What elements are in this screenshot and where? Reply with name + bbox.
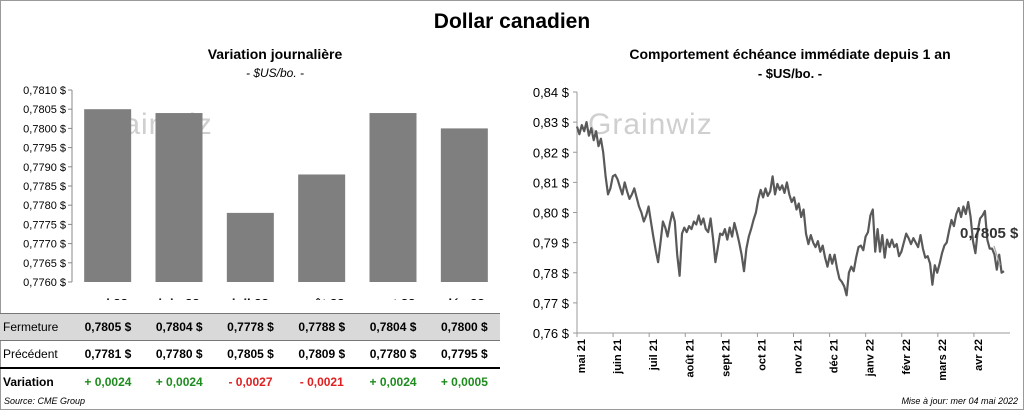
bar-y-tick-label: 0,7780 $ [23,200,66,212]
row-label: Variation [3,375,54,389]
bar [298,174,346,282]
line-x-tick-label: mars 22 [937,339,949,381]
bar-y-axis: 0,7760 $ 0,7765 $ 0,7770 $ 0,7775 $ 0,7780 $… [23,85,73,289]
row-label: Fermeture [0,313,73,341]
bar-y-tick-label: 0,7765 $ [23,258,66,270]
bar-x-tick-label: juil 22 [231,296,269,300]
source-note: Source: CME Group [4,396,86,406]
table-row-precedent: Précédent 0,7781 $ 0,7780 $ 0,7805 $ 0,7… [0,340,500,369]
table-cell: 0,7781 $ [72,340,144,369]
line-y-tick-label: 0,79 $ [533,236,570,251]
bar [84,109,132,282]
table-cell: 0,7780 $ [143,340,215,369]
bar [155,113,203,282]
line-y-tick-label: 0,77 $ [533,296,570,311]
bar [440,128,488,282]
bar-y-tick-label: 0,7785 $ [23,181,66,193]
line-x-tick-label: sept 21 [720,339,732,377]
variation-cell: - 0,0027 [228,375,273,389]
table-cell: 0,7804 $ [143,313,215,341]
bar-y-tick-label: 0,7775 $ [23,219,66,231]
line-x-tick-label: nov 21 [793,339,805,374]
line-y-tick-label: 0,78 $ [533,266,570,281]
bar-y-tick-label: 0,7790 $ [23,162,66,174]
line-y-tick-label: 0,83 $ [533,115,570,130]
bar-x-tick-label: déc 22 [444,296,484,300]
bar-y-tick-label: 0,7800 $ [23,123,66,135]
bar-y-tick-label: 0,7810 $ [23,85,66,97]
line-y-axis: 0,76 $ 0,77 $ 0,78 $ 0,79 $ 0,80 $ 0,81 $ 0,82… [533,85,578,341]
bar-y-tick-label: 0,7805 $ [23,104,66,116]
table-cell: 0,7809 $ [286,340,358,369]
bar-x-tick-label: juin 22 [157,296,199,300]
update-note: Mise à jour: mer 04 mai 2022 [901,396,1018,406]
line-x-tick-label: juil 21 [648,339,660,371]
line-x-tick-label: août 21 [684,339,696,378]
right-chart-title: Comportement échéance immédiate depuis 1… [629,46,951,62]
bar-x-axis: mai 22 juin 22 juil 22 août 22 sept 22 déc 22 [87,296,484,300]
summary-table: Fermeture 0,7805 $ 0,7804 $ 0,7778 $ 0,7… [0,313,500,395]
line-x-tick-label: déc 21 [829,339,841,373]
line-x-tick-label: avr 22 [973,339,985,371]
variation-cell: + 0,0024 [155,375,203,389]
line-x-tick-label: mai 21 [576,339,588,373]
bar-x-tick-label: mai 22 [87,296,127,300]
bar-y-tick-label: 0,7760 $ [23,277,66,289]
right-watermark: Grainwiz [588,108,713,141]
line-y-tick-label: 0,80 $ [533,206,570,221]
line-x-tick-label: févr 22 [901,339,913,374]
bar-x-tick-label: sept 22 [371,296,416,300]
left-chart-unit: - $US/bo. - [245,66,305,80]
left-chart-title: Variation journalière [207,46,343,62]
bar-y-tick-label: 0,7770 $ [23,239,66,251]
table-cell: 0,7780 $ [357,340,429,369]
bar-chart: 0,7760 $ 0,7765 $ 0,7770 $ 0,7775 $ 0,7780 $… [23,85,488,300]
variation-cell: + 0,0024 [84,375,132,389]
right-chart-unit: - $US/bo. - [757,66,823,81]
line-y-tick-label: 0,81 $ [533,175,570,190]
row-label: Précédent [0,340,73,369]
main-title: Dollar canadien [433,10,591,33]
table-cell: 0,7788 $ [286,313,358,341]
table-cell: 0,7778 $ [214,313,287,341]
table-cell: 0,7804 $ [357,313,429,341]
line-x-tick-label: oct 21 [756,339,768,371]
line-series [575,121,1005,297]
line-y-tick-label: 0,76 $ [533,326,570,341]
last-value-leader [993,245,1001,266]
bar-y-tick-label: 0,7795 $ [23,143,66,155]
variation-cell: + 0,0024 [369,375,417,389]
variation-cell: - 0,0021 [299,375,344,389]
table-row-variation: Variation + 0,0024 + 0,0024 - 0,0027 - 0… [0,368,500,395]
bar-x-tick-label: août 22 [299,296,345,300]
table-row-fermeture: Fermeture 0,7805 $ 0,7804 $ 0,7778 $ 0,7… [0,313,500,341]
line-x-tick-label: juin 21 [612,339,624,375]
line-y-tick-label: 0,82 $ [533,145,570,160]
table-cell: 0,7805 $ [214,340,287,369]
table-cell: 0,7800 $ [428,313,500,341]
variation-cell: + 0,0005 [440,375,488,389]
line-x-tick-label: janv 22 [865,339,877,377]
line-y-tick-label: 0,84 $ [533,85,570,100]
line-x-axis: mai 21 juin 21 juil 21 août 21 sept 21 oct 21… [576,332,1010,381]
bar [226,212,274,282]
line-chart: 0,76 $ 0,77 $ 0,78 $ 0,79 $ 0,80 $ 0,81 $ 0,82… [533,85,1019,381]
table-cell: 0,7795 $ [428,340,500,369]
table-cell: 0,7805 $ [72,313,144,341]
bar [369,113,417,282]
bar-series [84,109,488,282]
last-value-label: 0,7805 $ [960,225,1019,242]
